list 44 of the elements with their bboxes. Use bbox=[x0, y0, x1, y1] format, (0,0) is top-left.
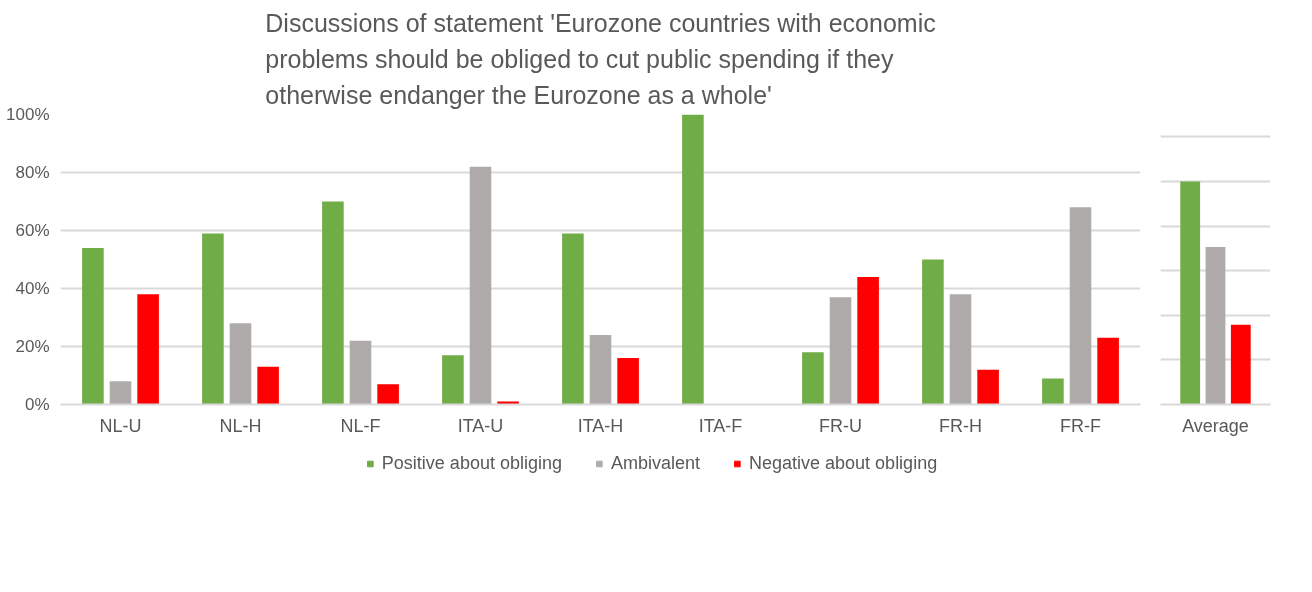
bar bbox=[1042, 378, 1064, 405]
bar bbox=[469, 166, 492, 405]
legend-label: Negative about obliging bbox=[749, 452, 938, 474]
x-tick-label: FR-F bbox=[1060, 415, 1101, 436]
x-tick-label: FR-U bbox=[819, 415, 863, 436]
y-tick-label: 80% bbox=[15, 163, 50, 182]
bar bbox=[1097, 337, 1119, 405]
y-tick-label: 0% bbox=[24, 395, 50, 414]
y-tick-label: 40% bbox=[15, 279, 50, 298]
bar bbox=[137, 294, 159, 405]
x-tick-label: ITA-H bbox=[577, 415, 624, 436]
legend-label: Positive about obliging bbox=[381, 452, 562, 474]
bar bbox=[589, 334, 612, 405]
x-tick-label: NL-U bbox=[99, 415, 142, 436]
x-tick-label: NL-H bbox=[219, 415, 262, 436]
bar bbox=[617, 358, 639, 405]
bar bbox=[922, 259, 944, 405]
bar bbox=[229, 323, 252, 405]
y-tick-label: 60% bbox=[15, 221, 50, 240]
bar bbox=[82, 247, 104, 405]
bar bbox=[377, 384, 399, 405]
bar bbox=[322, 201, 344, 405]
y-tick-label: 100% bbox=[6, 105, 50, 124]
bar bbox=[802, 352, 824, 405]
x-tick-label: ITA-U bbox=[457, 415, 504, 436]
bar bbox=[202, 233, 224, 405]
x-tick-label: FR-H bbox=[939, 415, 983, 436]
bar bbox=[949, 294, 972, 405]
bar bbox=[109, 381, 132, 405]
bar bbox=[682, 114, 704, 405]
legend-label: Ambivalent bbox=[610, 452, 701, 474]
x-tick-label: ITA-F bbox=[698, 415, 743, 436]
bar bbox=[349, 340, 372, 405]
x-tick-label: Average bbox=[1182, 415, 1249, 436]
bar bbox=[257, 366, 279, 405]
bar bbox=[977, 369, 999, 405]
x-tick-label: NL-F bbox=[340, 415, 381, 436]
bar bbox=[1069, 207, 1092, 405]
bar bbox=[857, 276, 879, 405]
bar bbox=[829, 297, 852, 405]
chart-title: Discussions of statement 'Eurozone countries with economic problems should be obliged to cut public spending if they otherwise endanger the Eurozone as a whole' bbox=[265, 8, 936, 110]
y-tick-label: 20% bbox=[15, 337, 50, 356]
bar bbox=[442, 355, 464, 405]
bar bbox=[562, 233, 584, 405]
